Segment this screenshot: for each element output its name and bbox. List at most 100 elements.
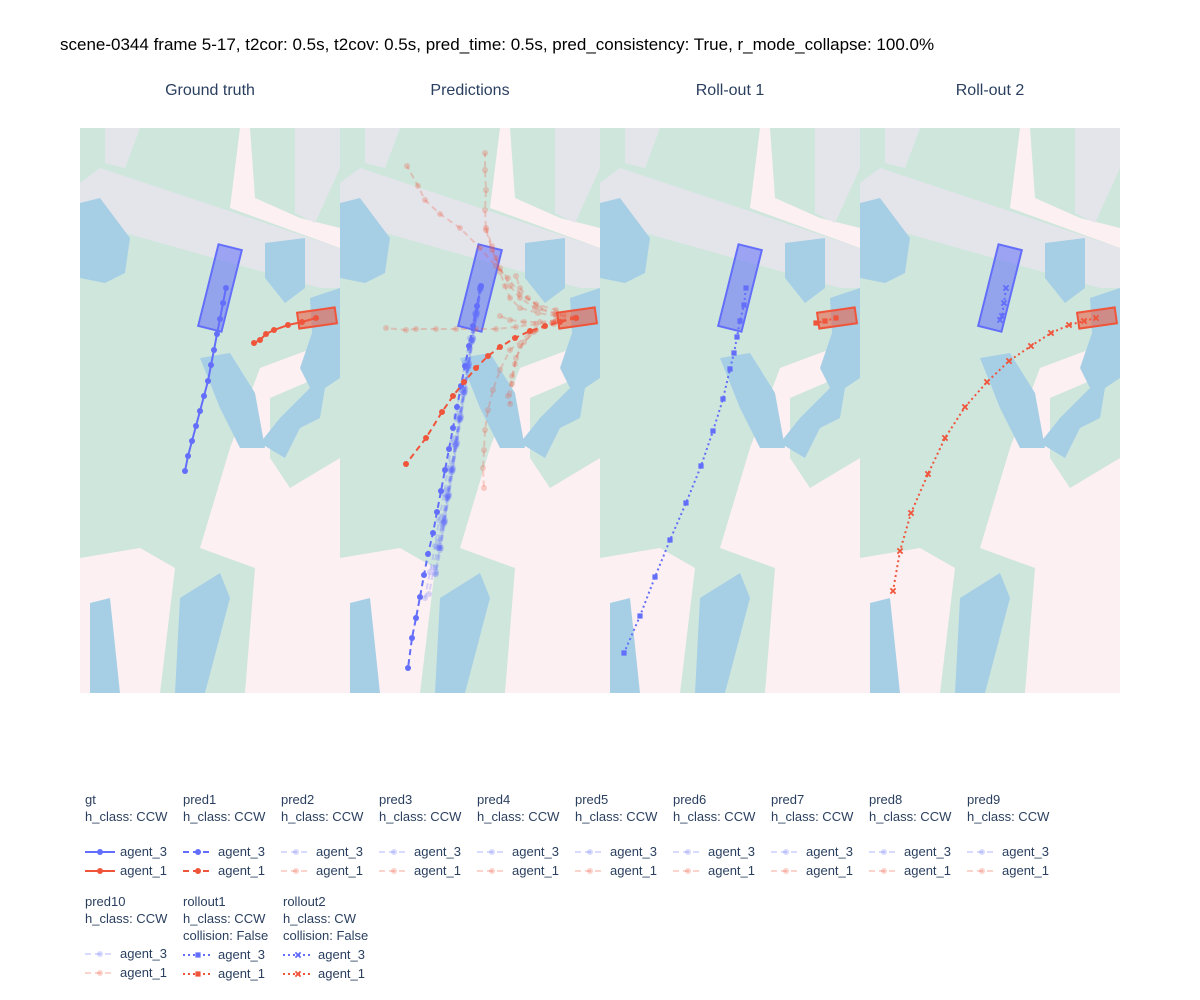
legend-pred8-agent_1-label[interactable]: agent_1 [904, 863, 951, 878]
legend-pred5-agent_1-label[interactable]: agent_1 [610, 863, 657, 878]
map-walkway [350, 598, 380, 693]
pred4-agent_3-point [440, 513, 446, 519]
legend-pred9-agent_3-label[interactable]: agent_3 [1002, 844, 1049, 859]
pred2-agent_3-point [436, 517, 442, 523]
legend-pred3-agent_3-label[interactable]: agent_3 [414, 844, 461, 859]
pred1-agent_3-point [413, 615, 419, 621]
rollout2-agent_1-point [1092, 314, 1100, 322]
map-crossing [885, 128, 920, 168]
gt-agent_3-point [211, 347, 217, 353]
legend-pred10-agent_3-marker [97, 951, 103, 957]
rollout2-agent_1-point [983, 378, 991, 386]
legend-pred1-agent_3-label[interactable]: agent_3 [218, 844, 265, 859]
pred8-agent_3-line [439, 289, 481, 551]
panel-2: Predictions [340, 82, 600, 693]
legend-pred10-agent_3-label[interactable]: agent_3 [120, 946, 167, 961]
legend-gt-agent_1-label[interactable]: agent_1 [120, 863, 167, 878]
pred8-agent_1-point [517, 285, 523, 291]
rollout1-agent_3-point [727, 366, 733, 372]
pred10-agent_3-point [473, 311, 479, 317]
legend-pred2-agent_1-label[interactable]: agent_1 [316, 863, 363, 878]
map-walkway [720, 353, 785, 448]
pred5-agent_3-point [457, 415, 463, 421]
legend-rollout1-agent_1-label[interactable]: agent_1 [218, 966, 265, 981]
panel-title: Roll-out 1 [696, 82, 765, 99]
pred4-agent_3-point [457, 410, 463, 416]
pred1-agent_1-point [497, 344, 503, 350]
pred2-agent_3-point [432, 543, 438, 549]
gt-agent_1-point [285, 322, 291, 328]
legend-rollout2-agent_3-label[interactable]: agent_3 [318, 947, 365, 962]
pred5-agent_1-point [493, 263, 499, 269]
pred2-agent_1-point [483, 227, 489, 233]
legend-pred2-agent_3-marker [293, 849, 299, 855]
pred5-agent_1-point [517, 291, 523, 297]
legend-h-class: h_class: CCW [281, 809, 364, 824]
pred5-agent_1-point [415, 183, 421, 189]
pred4-agent_3-point [431, 565, 437, 571]
panel-title: Roll-out 2 [956, 82, 1025, 99]
agent-3-box [716, 243, 764, 333]
legend-pred6-agent_3-label[interactable]: agent_3 [708, 844, 755, 859]
legend-pred3-agent_1-label[interactable]: agent_1 [414, 863, 461, 878]
legend-rollout1-agent_1-marker [195, 971, 201, 977]
pred6-agent_1-point [483, 225, 489, 231]
pred6-agent_1-point [493, 255, 499, 261]
legend-group-title: pred4 [477, 792, 510, 807]
rollout2-agent_1-point [1047, 329, 1055, 337]
legend-h-class: h_class: CCW [183, 809, 266, 824]
legend-gt-agent_3-label[interactable]: agent_3 [120, 844, 167, 859]
legend-pred4-agent_3-marker [489, 849, 495, 855]
legend-pred5-agent_3-label[interactable]: agent_3 [610, 844, 657, 859]
pred2-agent_1-point [482, 207, 488, 213]
rollout1-agent_3-point [734, 334, 740, 340]
legend-rollout2-agent_1-marker [294, 970, 302, 978]
legend-pred9-agent_1-label[interactable]: agent_1 [1002, 863, 1049, 878]
legend-pred10-agent_1-label[interactable]: agent_1 [120, 965, 167, 980]
legend-pred7-agent_3-label[interactable]: agent_3 [806, 844, 853, 859]
pred1-agent_3-point [421, 572, 427, 578]
legend-group-title: pred1 [183, 792, 216, 807]
map-walkway [955, 573, 1010, 693]
panel-3: Roll-out 1 [600, 82, 860, 693]
pred1-agent_1-point [527, 328, 533, 334]
pred1-agent_3-point [474, 303, 480, 309]
map-walkway [1045, 238, 1085, 303]
pred1-agent_3-point [405, 665, 411, 671]
rollout2-agent_1-point [1027, 342, 1035, 350]
pred3-agent_1-point [490, 387, 496, 393]
legend-pred6-agent_1-label[interactable]: agent_1 [708, 863, 755, 878]
map-crossing [1075, 128, 1120, 223]
legend-pred7-agent_1-label[interactable]: agent_1 [806, 863, 853, 878]
legend-gt-agent_1-marker [97, 868, 103, 874]
rollout1-agent_3-point [720, 396, 726, 402]
map-walkway [435, 573, 490, 693]
legend-h-class: h_class: CCW [379, 809, 462, 824]
legend-rollout2-agent_1-label[interactable]: agent_1 [318, 966, 365, 981]
legend-pred8-agent_3-label[interactable]: agent_3 [904, 844, 951, 859]
figure-title: scene-0344 frame 5-17, t2cor: 0.5s, t2co… [60, 35, 934, 54]
pred1-agent_1-point [450, 393, 456, 399]
pred6-agent_1-point [553, 313, 559, 319]
legend-pred4-agent_1-label[interactable]: agent_1 [512, 863, 559, 878]
legend-group-gt: gt h_class: CCW agent_3 agent_1 [85, 792, 168, 878]
pred2-agent_1-point [489, 247, 495, 253]
pred1-agent_3-point [446, 446, 452, 452]
pred9-agent_1-point [505, 393, 511, 399]
pred3-agent_3-line [437, 289, 481, 549]
pred5-agent_1-point [477, 245, 483, 251]
pred2-agent_3-point [422, 595, 428, 601]
map-walkway [520, 288, 600, 458]
legend-pred4-agent_3-label[interactable]: agent_3 [512, 844, 559, 859]
legend-pred1-agent_1-label[interactable]: agent_1 [218, 863, 265, 878]
pred6-agent_1-point [489, 243, 495, 249]
map-crossing [555, 128, 600, 223]
legend-rollout1-agent_3-label[interactable]: agent_3 [218, 947, 265, 962]
pred4-agent_1-point [383, 325, 389, 331]
pred3-agent_3-point [444, 495, 450, 501]
legend-pred2-agent_3-label[interactable]: agent_3 [316, 844, 363, 859]
pred7-agent_3-point [456, 415, 462, 421]
pred2-agent_1-point [517, 295, 523, 301]
pred3-agent_1-point [481, 485, 487, 491]
map-walkway [340, 198, 390, 283]
